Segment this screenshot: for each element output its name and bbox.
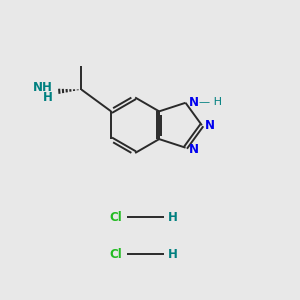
Text: Cl: Cl bbox=[110, 211, 122, 224]
Text: — H: — H bbox=[200, 97, 222, 107]
Text: N: N bbox=[188, 96, 199, 109]
Text: H: H bbox=[168, 248, 178, 260]
Text: H: H bbox=[168, 211, 178, 224]
Text: N: N bbox=[188, 143, 199, 156]
Text: NH: NH bbox=[33, 81, 53, 94]
Text: H: H bbox=[43, 91, 53, 104]
Text: N: N bbox=[205, 119, 215, 132]
Text: Cl: Cl bbox=[110, 248, 122, 260]
